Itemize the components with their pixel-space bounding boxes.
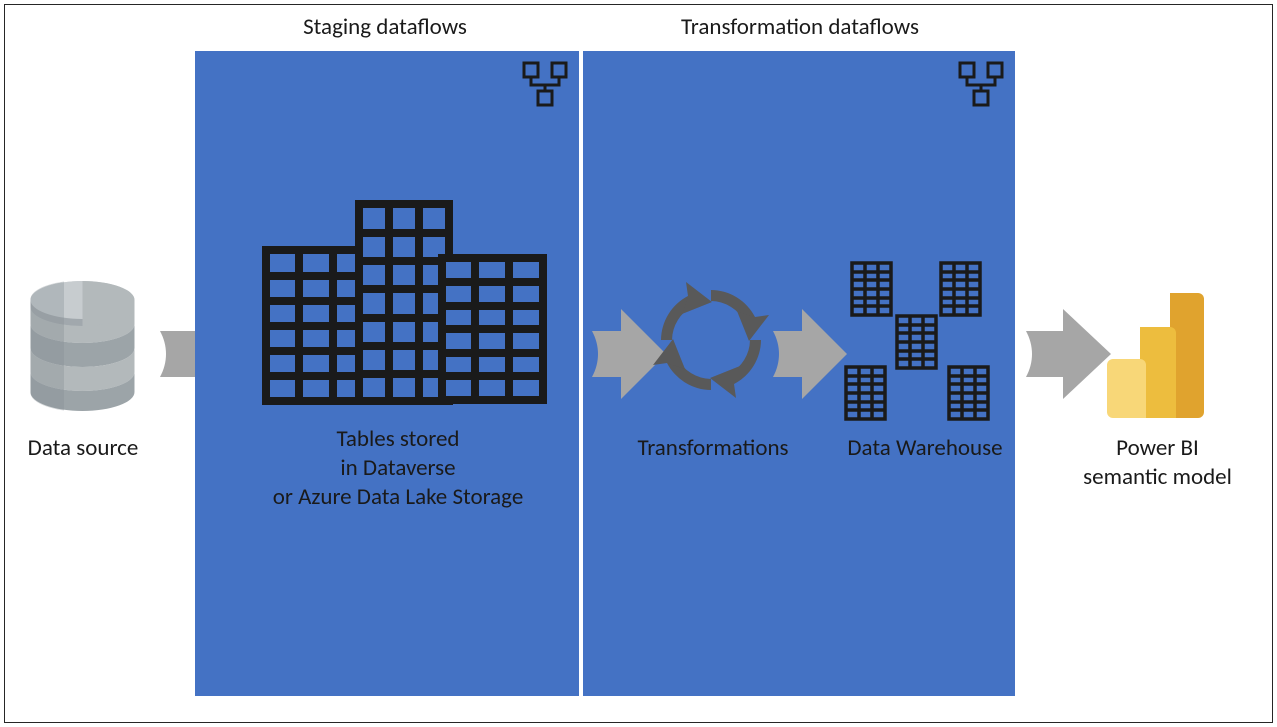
powerbi-line2: semantic model bbox=[1083, 463, 1232, 491]
powerbi-icon bbox=[1107, 293, 1204, 418]
dataflow-icon bbox=[522, 61, 570, 109]
tables-caption: Tables stored in Dataverse or Azure Data… bbox=[248, 425, 548, 511]
dataflow-icon-2 bbox=[958, 61, 1006, 109]
tables-caption-line1: Tables stored bbox=[336, 425, 459, 453]
transformations-label: Transformations bbox=[608, 434, 818, 463]
table-icon-3 bbox=[438, 254, 547, 404]
tables-caption-line3: or Azure Data Lake Storage bbox=[273, 483, 524, 511]
arrow-4 bbox=[1018, 304, 1118, 404]
powerbi-label: Power BI semantic model bbox=[1060, 434, 1255, 492]
tables-caption-line2: in Dataverse bbox=[340, 454, 455, 482]
transformation-title: Transformation dataflows bbox=[645, 13, 955, 41]
powerbi-line1: Power BI bbox=[1116, 434, 1199, 462]
cycle-icon bbox=[652, 281, 770, 399]
data-warehouse-label: Data Warehouse bbox=[830, 434, 1020, 463]
data-source-label: Data source bbox=[18, 434, 148, 463]
warehouse-tables bbox=[843, 261, 1013, 421]
staging-title: Staging dataflows bbox=[235, 13, 535, 41]
arrow-3 bbox=[767, 304, 852, 404]
database-icon bbox=[28, 279, 137, 413]
